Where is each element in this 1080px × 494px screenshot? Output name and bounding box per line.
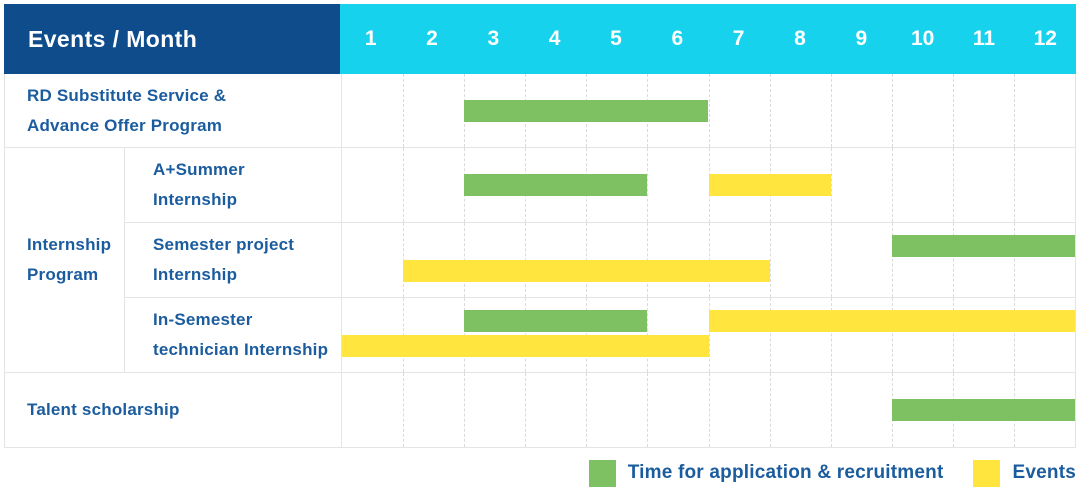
month-gridline xyxy=(1013,74,1015,147)
gantt-bar-green xyxy=(464,99,709,122)
table-row-a-plus-summer-internship: A+Summer Internship xyxy=(125,148,1075,222)
month-gridline xyxy=(769,298,771,372)
month-gridline xyxy=(403,373,405,447)
month-gridline xyxy=(403,148,405,222)
month-gridline xyxy=(769,373,771,447)
month-header-cell: 9 xyxy=(855,27,868,50)
month-header-cell: 4 xyxy=(548,27,561,50)
row-label-line: Semester project xyxy=(153,235,295,255)
gantt-bar-green xyxy=(891,399,1075,421)
gantt-bar-yellow xyxy=(708,310,1075,332)
month-header-cell: 3 xyxy=(487,27,500,50)
month-gridline xyxy=(830,74,832,147)
month-header-cell: 11 xyxy=(972,27,996,50)
month-header-row: 1 2 3 4 5 6 7 8 9 10 11 12 xyxy=(340,4,1076,74)
chart-legend: Time for application & recruitment Events xyxy=(588,458,1076,488)
row-label-line: Internship xyxy=(27,235,112,255)
gantt-bar-green xyxy=(464,174,648,196)
group-rows-internship-program: A+Summer Internship Semester project Intern… xyxy=(125,148,1075,372)
month-gridline xyxy=(708,298,710,372)
month-gridline xyxy=(403,74,405,147)
gantt-bar-yellow xyxy=(403,260,770,282)
month-gridline xyxy=(769,223,771,297)
row-timeline xyxy=(341,74,1075,147)
month-header-cell: 8 xyxy=(794,27,806,50)
month-gridline xyxy=(891,74,893,147)
month-header-cell: 2 xyxy=(426,27,438,50)
table-row-in-semester-technician-internship: In-Semester technician Internship xyxy=(125,297,1075,372)
row-label-line: RD Substitute Service & xyxy=(27,85,227,105)
month-gridline xyxy=(830,148,832,222)
row-timeline xyxy=(341,148,1075,222)
month-gridline xyxy=(830,298,832,372)
row-label-line: technician Internship xyxy=(153,340,329,359)
row-group-internship-program: Internship Program A+Summer Internship Semes… xyxy=(5,147,1075,372)
month-header-cell: 12 xyxy=(1033,27,1057,50)
row-label-line: Internship xyxy=(153,265,238,284)
month-gridline xyxy=(952,223,954,297)
row-label-talent-scholarship: Talent scholarship xyxy=(5,373,341,447)
row-label-line: Advance Offer Program xyxy=(27,115,223,135)
month-header-cell: 5 xyxy=(610,27,622,50)
legend-swatch-yellow-icon xyxy=(973,459,1001,487)
row-label-line: A+Summer xyxy=(153,160,245,180)
month-gridline xyxy=(586,373,588,447)
month-gridline xyxy=(1013,148,1015,222)
month-gridline xyxy=(830,373,832,447)
row-label-rd-substitute-service: RD Substitute Service & Advance Offer Pro… xyxy=(5,74,341,147)
events-month-header: Events / Month xyxy=(4,4,340,74)
table-row-talent-scholarship: Talent scholarship xyxy=(5,372,1075,447)
gantt-table: Events / Month 1 2 3 4 5 6 7 8 9 10 11 12 RD Substi… xyxy=(4,4,1076,448)
gantt-bar-green xyxy=(464,310,648,332)
month-gridline xyxy=(769,74,771,147)
month-gridline xyxy=(952,74,954,147)
row-label-in-semester-technician-internship: In-Semester technician Internship xyxy=(125,298,341,372)
row-label-line: In-Semester xyxy=(153,310,253,330)
legend-label-yellow: Events xyxy=(1012,462,1076,483)
legend-item-green: Time for application & recruitment xyxy=(588,459,944,487)
month-header-cell: 10 xyxy=(910,27,935,50)
month-gridline xyxy=(708,74,710,147)
month-gridline xyxy=(891,223,893,297)
month-header-cell: 1 xyxy=(364,27,377,50)
month-gridline xyxy=(830,223,832,297)
legend-swatch-green-icon xyxy=(588,459,616,487)
row-timeline xyxy=(341,223,1075,297)
month-gridline xyxy=(891,148,893,222)
month-header-cell: 7 xyxy=(732,27,745,50)
table-body: RD Substitute Service & Advance Offer Pro… xyxy=(4,74,1076,448)
month-gridline xyxy=(525,373,527,447)
month-gridline xyxy=(464,373,466,447)
row-timeline xyxy=(341,373,1075,447)
row-label-line: Internship xyxy=(153,190,238,209)
table-header-row: Events / Month 1 2 3 4 5 6 7 8 9 10 11 12 xyxy=(4,4,1076,74)
legend-item-yellow: Events xyxy=(973,459,1076,487)
gantt-bar-yellow xyxy=(708,174,831,196)
month-header-cell: 6 xyxy=(671,27,684,50)
month-gridline xyxy=(952,148,954,222)
table-row-semester-project-internship: Semester project Internship xyxy=(125,222,1075,297)
row-timeline xyxy=(341,298,1075,372)
table-row-rd-substitute-service: RD Substitute Service & Advance Offer Pro… xyxy=(5,74,1075,147)
row-label-semester-project-internship: Semester project Internship xyxy=(125,223,341,297)
row-label-line: Program xyxy=(27,265,99,284)
month-gridline xyxy=(891,298,893,372)
month-gridline xyxy=(647,148,649,222)
month-gridline xyxy=(1013,223,1015,297)
group-label-internship-program: Internship Program xyxy=(5,148,125,372)
gantt-bar-yellow xyxy=(342,335,709,357)
row-label-a-plus-summer-internship: A+Summer Internship xyxy=(125,148,341,222)
row-label-line: Talent scholarship xyxy=(27,400,180,420)
month-gridline xyxy=(647,373,649,447)
month-gridline xyxy=(952,298,954,372)
month-gridline xyxy=(708,373,710,447)
month-gridline xyxy=(1013,298,1015,372)
legend-label-green: Time for application & recruitment xyxy=(627,462,944,483)
gantt-bar-green xyxy=(891,235,1075,257)
